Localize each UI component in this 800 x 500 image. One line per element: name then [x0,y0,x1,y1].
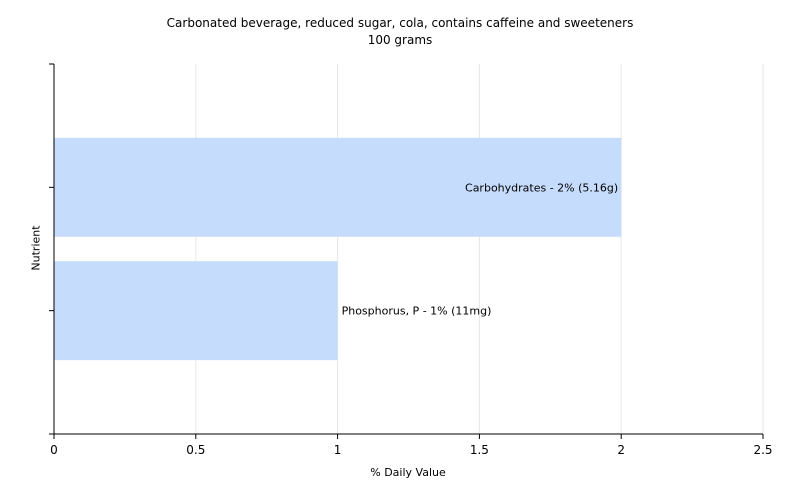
x-tick-label: 1.5 [470,443,489,457]
x-tick-label: 0.5 [186,443,205,457]
bar-label: Carbohydrates - 2% (5.16g) [465,181,618,194]
x-tick-label: 2.5 [753,443,772,457]
chart-subtitle: 100 grams [367,33,433,47]
y-axis-label: Nutrient [29,225,43,271]
bar [54,137,622,237]
x-tick-label: 0 [50,443,58,457]
x-tick-label: 2 [617,443,625,457]
chart-title: Carbonated beverage, reduced sugar, cola… [166,16,634,30]
bar [54,261,338,361]
x-tick-label: 1 [334,443,342,457]
x-axis-label: % Daily Value [370,466,446,479]
bar-label: Phosphorus, P - 1% (11mg) [342,305,492,318]
